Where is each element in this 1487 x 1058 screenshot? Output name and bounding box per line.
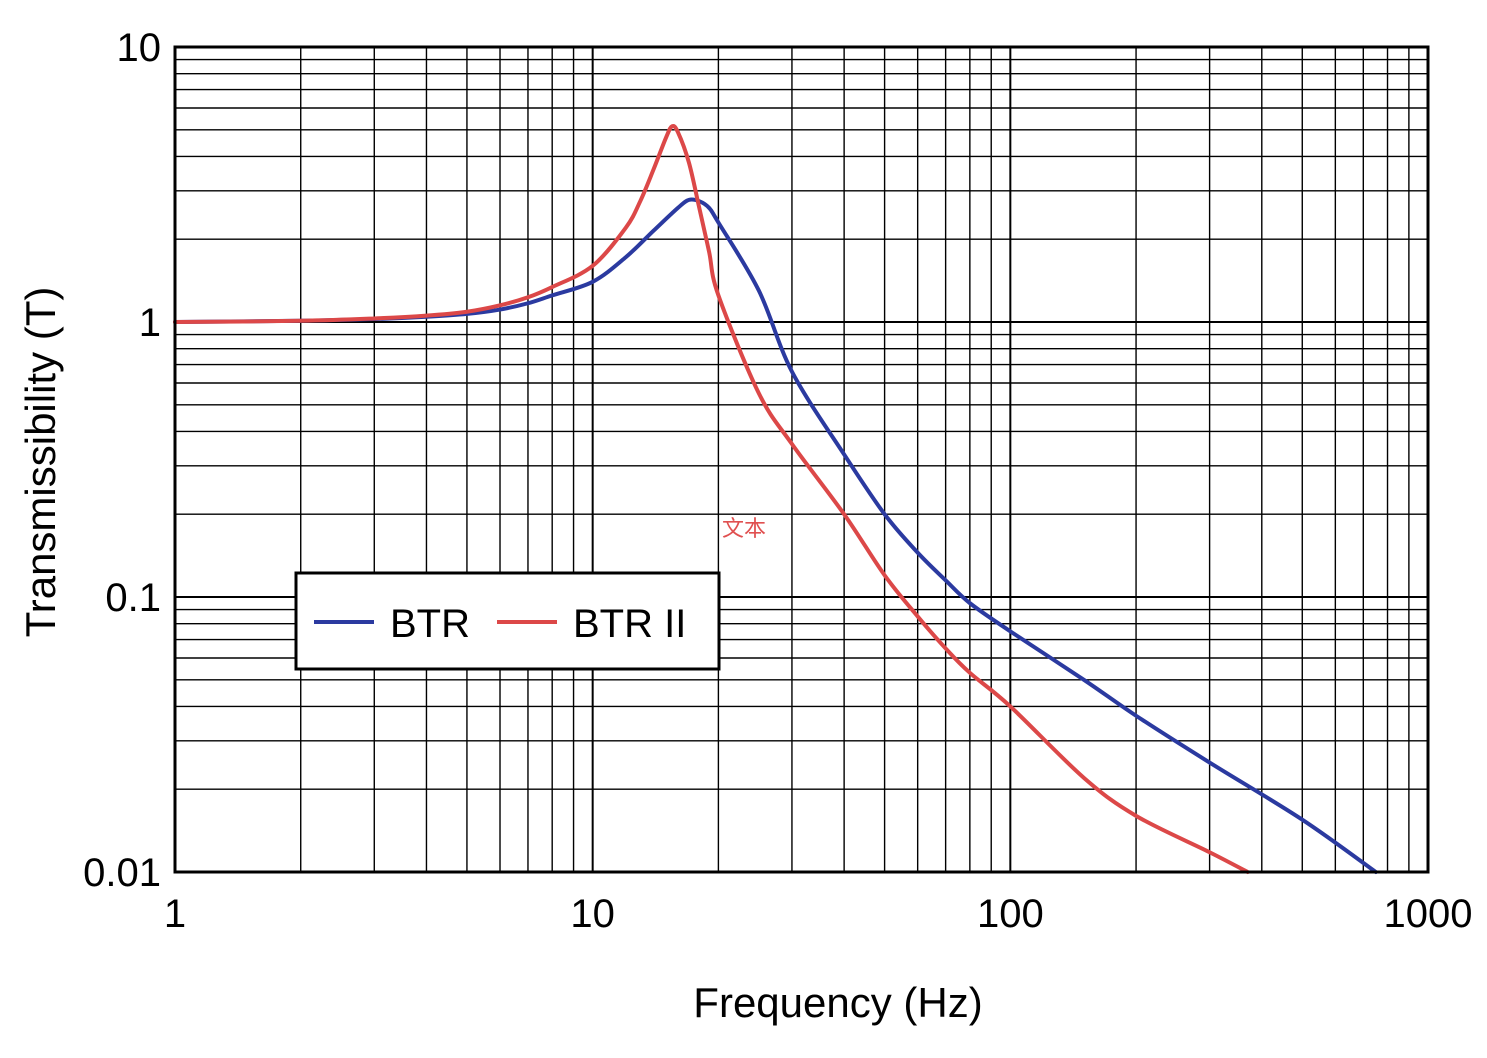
series-layer — [173, 123, 1378, 874]
x-tick-label: 100 — [977, 892, 1044, 936]
chart-annotation: 文本 — [722, 517, 766, 542]
series-line-2 — [173, 123, 1250, 874]
x-tick-label: 1 — [164, 892, 186, 936]
x-tick-label: 1000 — [1384, 892, 1473, 936]
y-tick-labels: 0.01 0.1 1 10 — [83, 26, 161, 895]
y-axis-label: Transmissibility (T) — [17, 287, 64, 638]
grid — [174, 47, 1428, 873]
y-tick-label: 10 — [117, 26, 162, 70]
legend-label-2: BTR II — [573, 602, 686, 646]
y-tick-label: 1 — [139, 301, 161, 345]
legend: BTR BTR II — [294, 571, 721, 671]
legend-label-1: BTR — [390, 602, 470, 646]
x-axis-label: Frequency (Hz) — [693, 979, 982, 1026]
x-tick-label: 10 — [570, 892, 615, 936]
series-line-1 — [173, 197, 1378, 874]
y-tick-label: 0.1 — [105, 576, 161, 620]
y-tick-label: 0.01 — [83, 851, 161, 895]
plot-border — [173, 45, 1430, 874]
x-tick-labels: 1 10 100 1000 — [164, 892, 1473, 936]
